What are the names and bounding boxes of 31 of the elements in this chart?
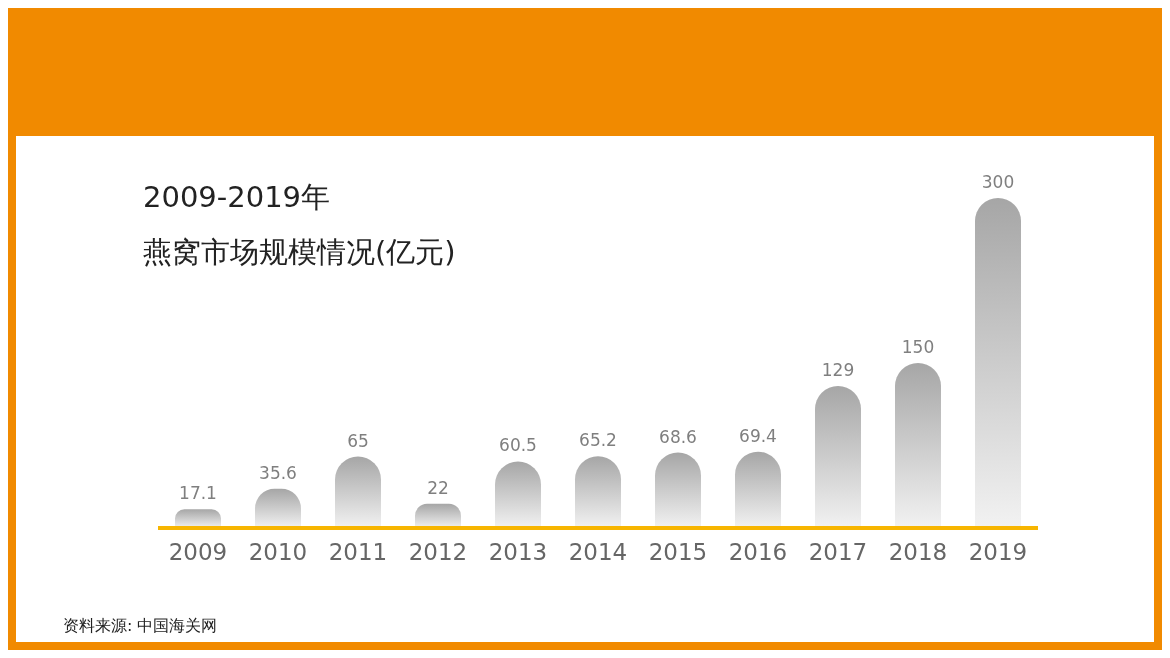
text: 资料来源: 中国海关网 (63, 616, 218, 637)
data-label: 17.1 (179, 483, 217, 504)
x-tick-label: 2019 (968, 539, 1028, 566)
x-tick-label: 2018 (888, 539, 948, 566)
data-label: 69.4 (739, 425, 777, 446)
data-label: 60.5 (499, 435, 537, 456)
x-tick-label: 2011 (328, 539, 388, 566)
data-label: 65.2 (579, 430, 617, 451)
data-label: 150 (901, 337, 935, 357)
bar (415, 503, 461, 528)
data-label: 300 (981, 172, 1015, 192)
chart-title: 2009-2019年 (143, 179, 331, 216)
x-tick-label: 2010 (248, 539, 308, 566)
bar (815, 386, 861, 528)
data-label: 22 (427, 477, 449, 498)
x-tick-label: 2012 (408, 539, 468, 566)
bar (895, 363, 941, 528)
text: 燕窝市场规模情况(亿元) (143, 234, 456, 271)
bar (655, 452, 701, 528)
bar (735, 451, 781, 528)
data-label: 35.6 (259, 462, 297, 483)
data-label: 68.6 (659, 426, 697, 447)
x-tick-label: 2016 (728, 539, 788, 566)
x-tick-label: 2014 (568, 539, 628, 566)
x-tick-label: 2009 (168, 539, 228, 566)
data-label: 65 (347, 430, 369, 451)
data-label: 129 (821, 360, 855, 381)
x-tick-label: 2015 (648, 539, 708, 566)
x-tick-label: 2017 (808, 539, 868, 566)
x-tick-label: 2013 (488, 539, 548, 566)
bar (975, 198, 1021, 528)
